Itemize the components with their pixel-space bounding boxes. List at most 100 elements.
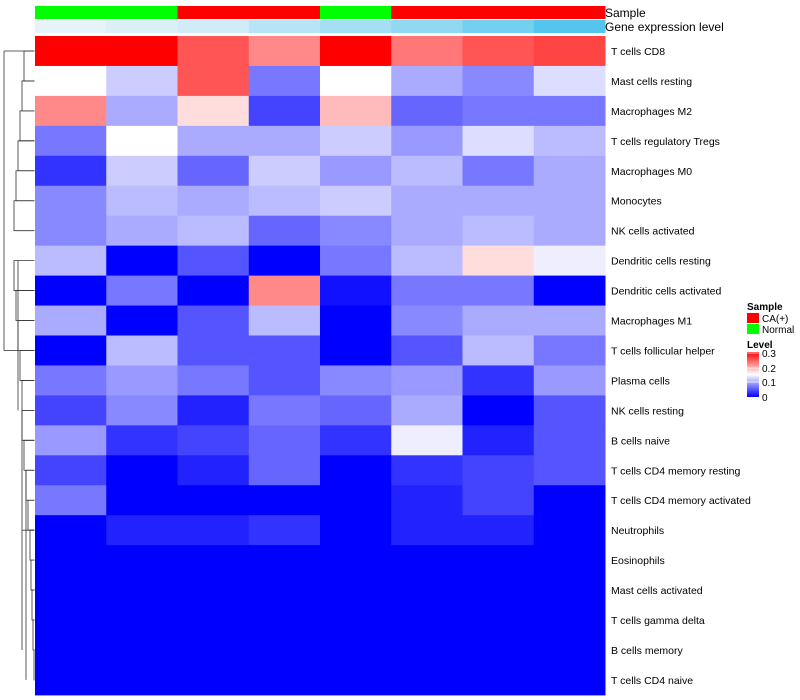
heatmap-cell xyxy=(533,275,606,307)
row-label: NK cells activated xyxy=(611,226,695,238)
sample-track-cell xyxy=(320,6,392,19)
dendrogram-branch xyxy=(15,290,35,321)
heatmap-cell xyxy=(106,425,178,456)
dendrogram-branch xyxy=(21,380,35,411)
row-label: Dendritic cells activated xyxy=(611,286,721,298)
dendrogram-branch xyxy=(13,260,35,291)
heatmap-cell xyxy=(106,125,178,157)
heatmap-cell xyxy=(391,605,463,636)
row-label: Macrophages M0 xyxy=(611,166,692,178)
heatmap-cell xyxy=(106,575,178,606)
heatmap-cell xyxy=(391,36,463,67)
heatmap-cell xyxy=(391,515,463,546)
heatmap-cell xyxy=(248,395,321,426)
row-label: T cells CD4 memory activated xyxy=(611,495,751,507)
heatmap-cell xyxy=(35,365,107,396)
heatmap-cell xyxy=(177,155,250,187)
sample-track-cell xyxy=(106,6,178,19)
heatmap-cell xyxy=(462,664,535,696)
heatmap-cell xyxy=(320,545,392,576)
heatmap-cell xyxy=(462,185,535,217)
row-label: T cells regulatory Tregs xyxy=(611,136,720,148)
heatmap-cell xyxy=(320,245,392,277)
annotation-tracks xyxy=(35,6,606,33)
dendrogram-branch xyxy=(30,559,35,591)
heatmap-cell xyxy=(533,485,606,516)
heatmap-cell xyxy=(320,575,392,606)
heatmap-cell xyxy=(320,664,392,696)
dendrogram-branch xyxy=(13,200,35,232)
expression-track-cell xyxy=(177,20,250,33)
heatmap-cell xyxy=(248,275,321,307)
row-label: T cells CD8 xyxy=(611,46,665,58)
heatmap-cell xyxy=(320,305,392,336)
heatmap-cell xyxy=(106,605,178,636)
heatmap-cell xyxy=(248,245,321,277)
heatmap-cell xyxy=(106,485,178,516)
heatmap-cell xyxy=(177,335,250,366)
heatmap-cell xyxy=(533,335,606,366)
sample-track-cell xyxy=(35,6,107,19)
heatmap-cell xyxy=(248,95,321,127)
heatmap-cell xyxy=(391,485,463,516)
heatmap-cell xyxy=(462,425,535,456)
heatmap-cell xyxy=(177,605,250,636)
row-label: T cells CD4 memory resting xyxy=(611,465,740,477)
heatmap-cell xyxy=(35,275,107,307)
heatmap-cell xyxy=(106,185,178,217)
sample-track-cell xyxy=(177,6,250,19)
heatmap-cell xyxy=(248,125,321,157)
dendrogram-branch xyxy=(15,170,35,202)
heatmap-cell xyxy=(391,455,463,486)
heatmap-cell xyxy=(35,65,107,97)
heatmap-cell xyxy=(177,515,250,546)
heatmap-cell xyxy=(320,425,392,456)
heatmap-cell xyxy=(462,36,535,67)
sample-track-cell xyxy=(533,6,606,19)
heatmap-cell xyxy=(177,575,250,606)
dendrogram-branch xyxy=(21,80,35,112)
heatmap-cell xyxy=(462,95,535,127)
dendrogram-branch xyxy=(31,589,35,621)
heatmap-cell xyxy=(106,365,178,396)
heatmap-cell xyxy=(533,635,606,666)
heatmap-cell xyxy=(177,365,250,396)
row-label: Neutrophils xyxy=(611,525,664,537)
heatmap-cell xyxy=(320,605,392,636)
row-label: T cells CD4 naive xyxy=(611,675,693,687)
row-label: Dendritic cells resting xyxy=(611,256,711,268)
heatmap-cells xyxy=(35,36,606,696)
expression-track-cell xyxy=(533,20,606,33)
heatmap-cell xyxy=(462,65,535,97)
heatmap-cell xyxy=(533,605,606,636)
expression-track-cell xyxy=(106,20,178,33)
heatmap-cell xyxy=(391,245,463,277)
heatmap-cell xyxy=(462,365,535,396)
heatmap-cell xyxy=(35,185,107,217)
heatmap-cell xyxy=(248,425,321,456)
heatmap-cell xyxy=(391,335,463,366)
heatmap-cell xyxy=(391,125,463,157)
sample-track-cell xyxy=(248,6,321,19)
row-label: Mast cells activated xyxy=(611,585,703,597)
heatmap-cell xyxy=(248,545,321,576)
heatmap-cell xyxy=(320,36,392,67)
heatmap-cell xyxy=(533,36,606,67)
heatmap-cell xyxy=(462,605,535,636)
dendrogram-branch xyxy=(27,499,35,531)
heatmap-cell xyxy=(106,305,178,336)
heatmap-cell xyxy=(462,155,535,187)
heatmap-cell xyxy=(177,36,250,67)
heatmap-cell xyxy=(248,635,321,666)
heatmap-cell xyxy=(320,455,392,486)
heatmap-cell xyxy=(248,215,321,247)
dendrogram-branch xyxy=(19,350,35,381)
legend-level-title: Level xyxy=(747,340,773,351)
track-label-sample: Sample xyxy=(605,6,646,20)
heatmap-cell xyxy=(391,305,463,336)
heatmap-cell xyxy=(391,365,463,396)
heatmap-cell xyxy=(320,335,392,366)
row-label: Macrophages M2 xyxy=(611,106,692,118)
legend-sample-title: Sample xyxy=(747,302,783,313)
